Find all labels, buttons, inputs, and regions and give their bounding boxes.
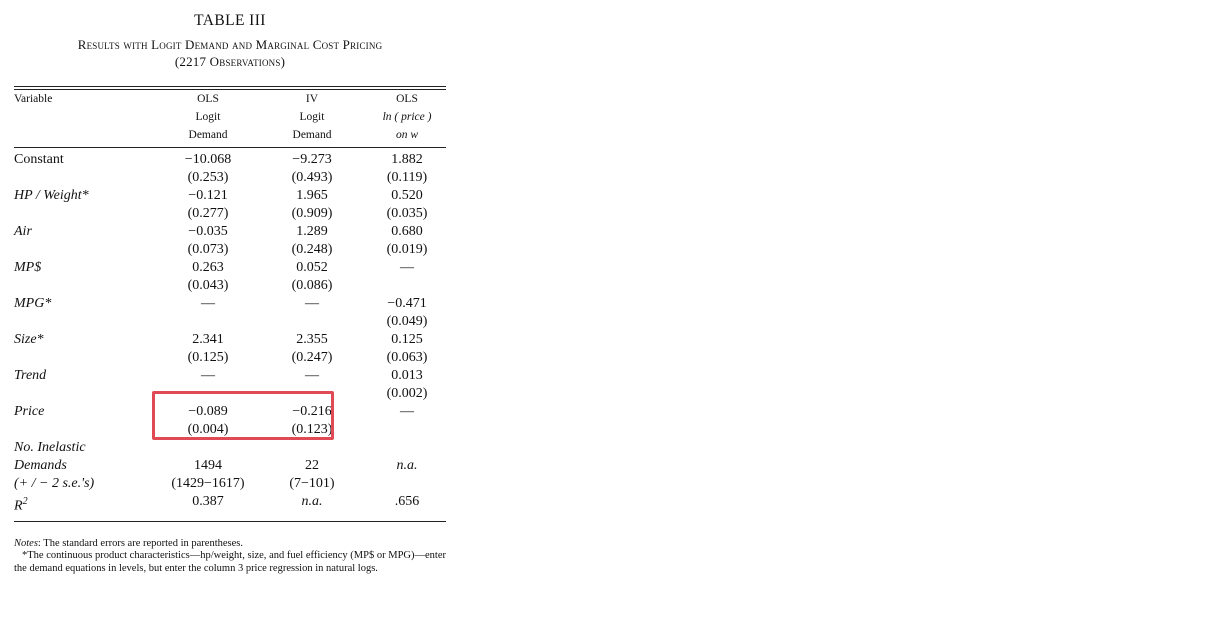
cell: — [305, 296, 319, 311]
table-row: Air −0.035 (0.073) 1.289 (0.248) 0.680 (0.019) [14, 223, 446, 259]
header-rule [14, 147, 446, 148]
cell: 0.013 (0.002) [386, 368, 428, 401]
table-row: MP$ 0.263 (0.043) 0.052 (0.086) — [14, 259, 446, 295]
row-label: Trend [14, 368, 47, 383]
cell: — [305, 368, 319, 383]
cell: — [201, 296, 215, 311]
header-col3: OLS ln ( price ) on w [382, 93, 432, 141]
notes-line: Notes: The standard errors are reported … [14, 537, 243, 549]
cell: 1.289 (0.248) [291, 224, 333, 257]
cell: −10.068 (0.253) [184, 152, 232, 185]
table-iii: TABLE III Results with Logit Demand and … [14, 10, 446, 575]
cell: 22 (7−101) [289, 458, 335, 491]
cell: 0.263 (0.043) [187, 260, 229, 293]
row-label: R2 [14, 496, 28, 514]
cell: 0.520 (0.035) [386, 188, 428, 221]
row-label: Air [14, 224, 32, 239]
table-subtitle-2: (2217 Observations) [174, 54, 286, 69]
table-row: MPG* — — −0.471 (0.049) [14, 295, 446, 331]
cell: −0.471 (0.049) [386, 296, 428, 329]
cell: 2.355 (0.247) [291, 332, 333, 365]
row-label: Constant [14, 152, 64, 167]
cell: 0.125 (0.063) [386, 332, 428, 365]
cell: −9.273 (0.493) [291, 152, 333, 185]
bottom-rule [14, 520, 446, 522]
cell: 0.387 [192, 494, 224, 509]
row-label: MP$ [14, 260, 42, 275]
header-row: Variable OLS Logit Demand IV Logit Deman… [14, 90, 446, 144]
cell: 2.341 (0.125) [187, 332, 229, 365]
cell: −0.089 (0.004) [187, 404, 229, 437]
cell: 0.680 (0.019) [386, 224, 428, 257]
row-label: HP / Weight* [14, 188, 89, 203]
results-body: Constant −10.068 (0.253) −9.273 (0.493) 1.882… [14, 151, 446, 516]
price-highlight-box [152, 391, 334, 440]
cell: .656 [394, 494, 420, 509]
top-rule [14, 86, 446, 90]
notes-star: *The continuous product characteristics—… [14, 550, 446, 574]
cell: — [400, 260, 414, 275]
row-label: MPG* [14, 296, 52, 311]
cell: 0.052 (0.086) [291, 260, 333, 293]
table-row-inelastic: No. Inelastic Demands (+ / − 2 s.e.'s) 1… [14, 439, 446, 493]
table-notes: Notes: The standard errors are reported … [14, 538, 446, 576]
table-subtitle-1: Results with Logit Demand and Marginal C… [77, 37, 383, 52]
cell: 1494 (1429−1617) [171, 458, 245, 491]
cell: — [201, 368, 215, 383]
table-row: Price −0.089 (0.004) −0.216 (0.123) — [14, 403, 446, 439]
cell: −0.035 (0.073) [187, 224, 229, 257]
table-row-r2: R2 0.387 n.a. .656 [14, 493, 446, 516]
cell: n.a. [396, 458, 418, 473]
cell: −0.216 (0.123) [291, 404, 333, 437]
cell: −0.121 (0.277) [187, 188, 229, 221]
row-label: No. Inelastic Demands (+ / − 2 s.e.'s) [14, 440, 95, 491]
table-row: Trend — — 0.013 (0.002) [14, 367, 446, 403]
cell: n.a. [301, 494, 323, 509]
table-row: Constant −10.068 (0.253) −9.273 (0.493) 1.882… [14, 151, 446, 187]
cell: — [400, 404, 414, 419]
results-table: Variable OLS Logit Demand IV Logit Deman… [14, 90, 446, 144]
table-row: Size* 2.341 (0.125) 2.355 (0.247) 0.125 (0.063… [14, 331, 446, 367]
header-col1: OLS Logit Demand [188, 93, 228, 141]
row-label: Size* [14, 332, 44, 347]
cell: 1.965 (0.909) [291, 188, 333, 221]
header-col2: IV Logit Demand [292, 93, 332, 141]
header-variable: Variable [14, 93, 53, 105]
row-label: Price [14, 404, 45, 419]
table-row: HP / Weight* −0.121 (0.277) 1.965 (0.909) 0.5… [14, 187, 446, 223]
cell: 1.882 (0.119) [386, 152, 428, 185]
table-title: TABLE III [194, 12, 266, 29]
